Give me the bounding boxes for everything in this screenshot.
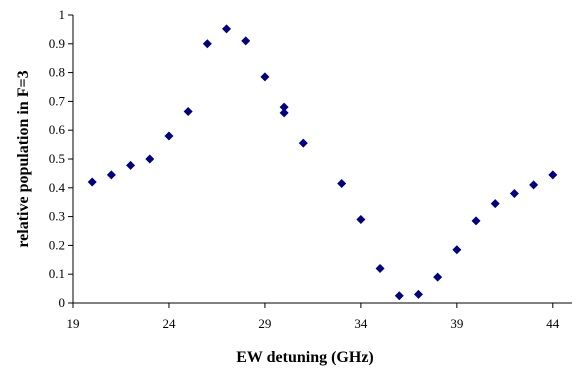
x-tick-label: 29: [258, 316, 271, 331]
data-point: [183, 106, 193, 116]
data-point: [87, 177, 97, 187]
x-tick-label: 34: [354, 316, 368, 331]
data-point: [145, 154, 155, 164]
y-tick-label: 0.5: [49, 151, 65, 166]
data-point: [433, 272, 443, 282]
data-point: [356, 214, 366, 224]
data-point: [279, 102, 289, 112]
x-tick-label: 44: [546, 316, 560, 331]
data-points: [87, 24, 558, 301]
data-point: [241, 36, 251, 46]
data-point: [164, 131, 174, 141]
y-tick-label: 0.9: [49, 36, 65, 51]
data-point: [279, 108, 289, 118]
y-tick-label: 0.4: [49, 180, 66, 195]
data-point: [375, 263, 385, 273]
data-point: [260, 72, 270, 82]
data-point: [298, 138, 308, 148]
y-tick-label: 0.6: [49, 122, 66, 137]
data-point: [529, 180, 539, 190]
y-tick-label: 0.7: [49, 93, 66, 108]
data-point: [337, 178, 347, 188]
data-point: [490, 199, 500, 209]
data-point: [471, 216, 481, 226]
y-tick-label: 0.8: [49, 65, 65, 80]
data-point: [509, 189, 519, 199]
y-tick-label: 0.2: [49, 237, 65, 252]
data-point: [222, 24, 232, 34]
y-tick-label: 0: [59, 295, 66, 310]
data-point: [106, 170, 116, 180]
x-ticks: 19 24 29 34 39 44: [67, 303, 560, 331]
x-tick-label: 19: [67, 316, 80, 331]
y-ticks: 0 0.1 0.2 0.3 0.4 0.5 0.6 0.7 0.8 0.9 1: [49, 7, 73, 310]
y-tick-label: 0.1: [49, 266, 65, 281]
y-tick-label: 1: [59, 7, 66, 22]
y-tick-label: 0.3: [49, 209, 65, 224]
x-tick-label: 24: [162, 316, 176, 331]
data-point: [548, 170, 558, 180]
x-axis-title: EW detuning (GHz): [236, 349, 374, 366]
data-point: [413, 289, 423, 299]
data-point: [126, 160, 136, 170]
y-axis-title: relative population in F=3: [15, 70, 32, 247]
x-tick-label: 39: [450, 316, 463, 331]
data-point: [452, 245, 462, 255]
data-point: [394, 291, 404, 301]
data-point: [202, 39, 212, 49]
